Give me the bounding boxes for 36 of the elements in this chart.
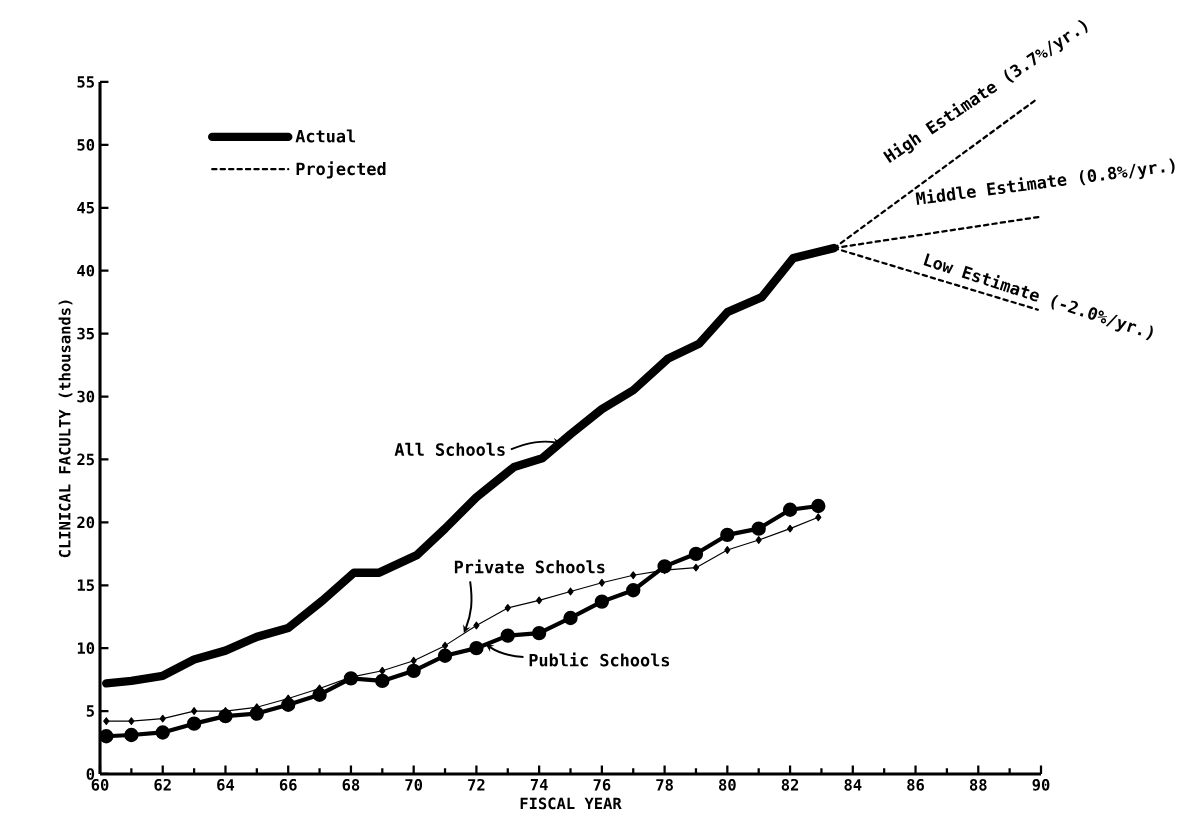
x-axis-title: FISCAL YEAR bbox=[520, 797, 622, 810]
x-tick-label: 62 bbox=[154, 778, 171, 791]
legend-label: Actual bbox=[295, 129, 356, 143]
x-tick-label: 74 bbox=[530, 778, 548, 791]
x-tick-label: 82 bbox=[781, 778, 799, 791]
x-tick-label: 64 bbox=[217, 778, 235, 791]
y-tick-label: 15 bbox=[77, 579, 94, 592]
y-tick-label: 35 bbox=[77, 327, 94, 340]
x-tick-label: 84 bbox=[844, 778, 862, 791]
x-tick-label: 60 bbox=[91, 778, 109, 791]
x-tick-label: 68 bbox=[342, 778, 360, 791]
x-tick-label: 76 bbox=[593, 778, 611, 791]
x-tick-label: 88 bbox=[969, 778, 987, 791]
x-tick-label: 86 bbox=[907, 778, 924, 791]
y-tick-label: 0 bbox=[86, 768, 95, 780]
y-axis-title: CLINICAL FACULTY (thousands) bbox=[58, 300, 73, 558]
y-tick-label: 10 bbox=[77, 642, 95, 655]
y-tick-label: 55 bbox=[77, 76, 94, 88]
x-tick-label: 80 bbox=[719, 778, 736, 791]
annotation: Middle Estimate (0.8%/yr.) bbox=[915, 158, 1175, 205]
y-tick-label: 20 bbox=[77, 516, 95, 529]
x-tick-label: 70 bbox=[405, 778, 423, 791]
y-tick-label: 45 bbox=[77, 202, 94, 214]
x-tick-label: 90 bbox=[1032, 778, 1050, 791]
x-tick-label: 78 bbox=[656, 778, 673, 791]
x-tick-label: 66 bbox=[279, 778, 297, 791]
x-tick-label: 72 bbox=[468, 778, 485, 791]
y-tick-label: 25 bbox=[77, 453, 94, 466]
y-tick-label: 5 bbox=[86, 705, 94, 717]
y-tick-label: 40 bbox=[77, 264, 95, 277]
y-tick-label: 50 bbox=[77, 139, 95, 151]
y-tick-label: 30 bbox=[77, 390, 95, 403]
annotation: Public Schools bbox=[529, 652, 670, 667]
legend-label: Projected bbox=[296, 161, 386, 179]
annotation: All Schools bbox=[394, 442, 505, 456]
annotation: Private Schools bbox=[454, 559, 605, 574]
